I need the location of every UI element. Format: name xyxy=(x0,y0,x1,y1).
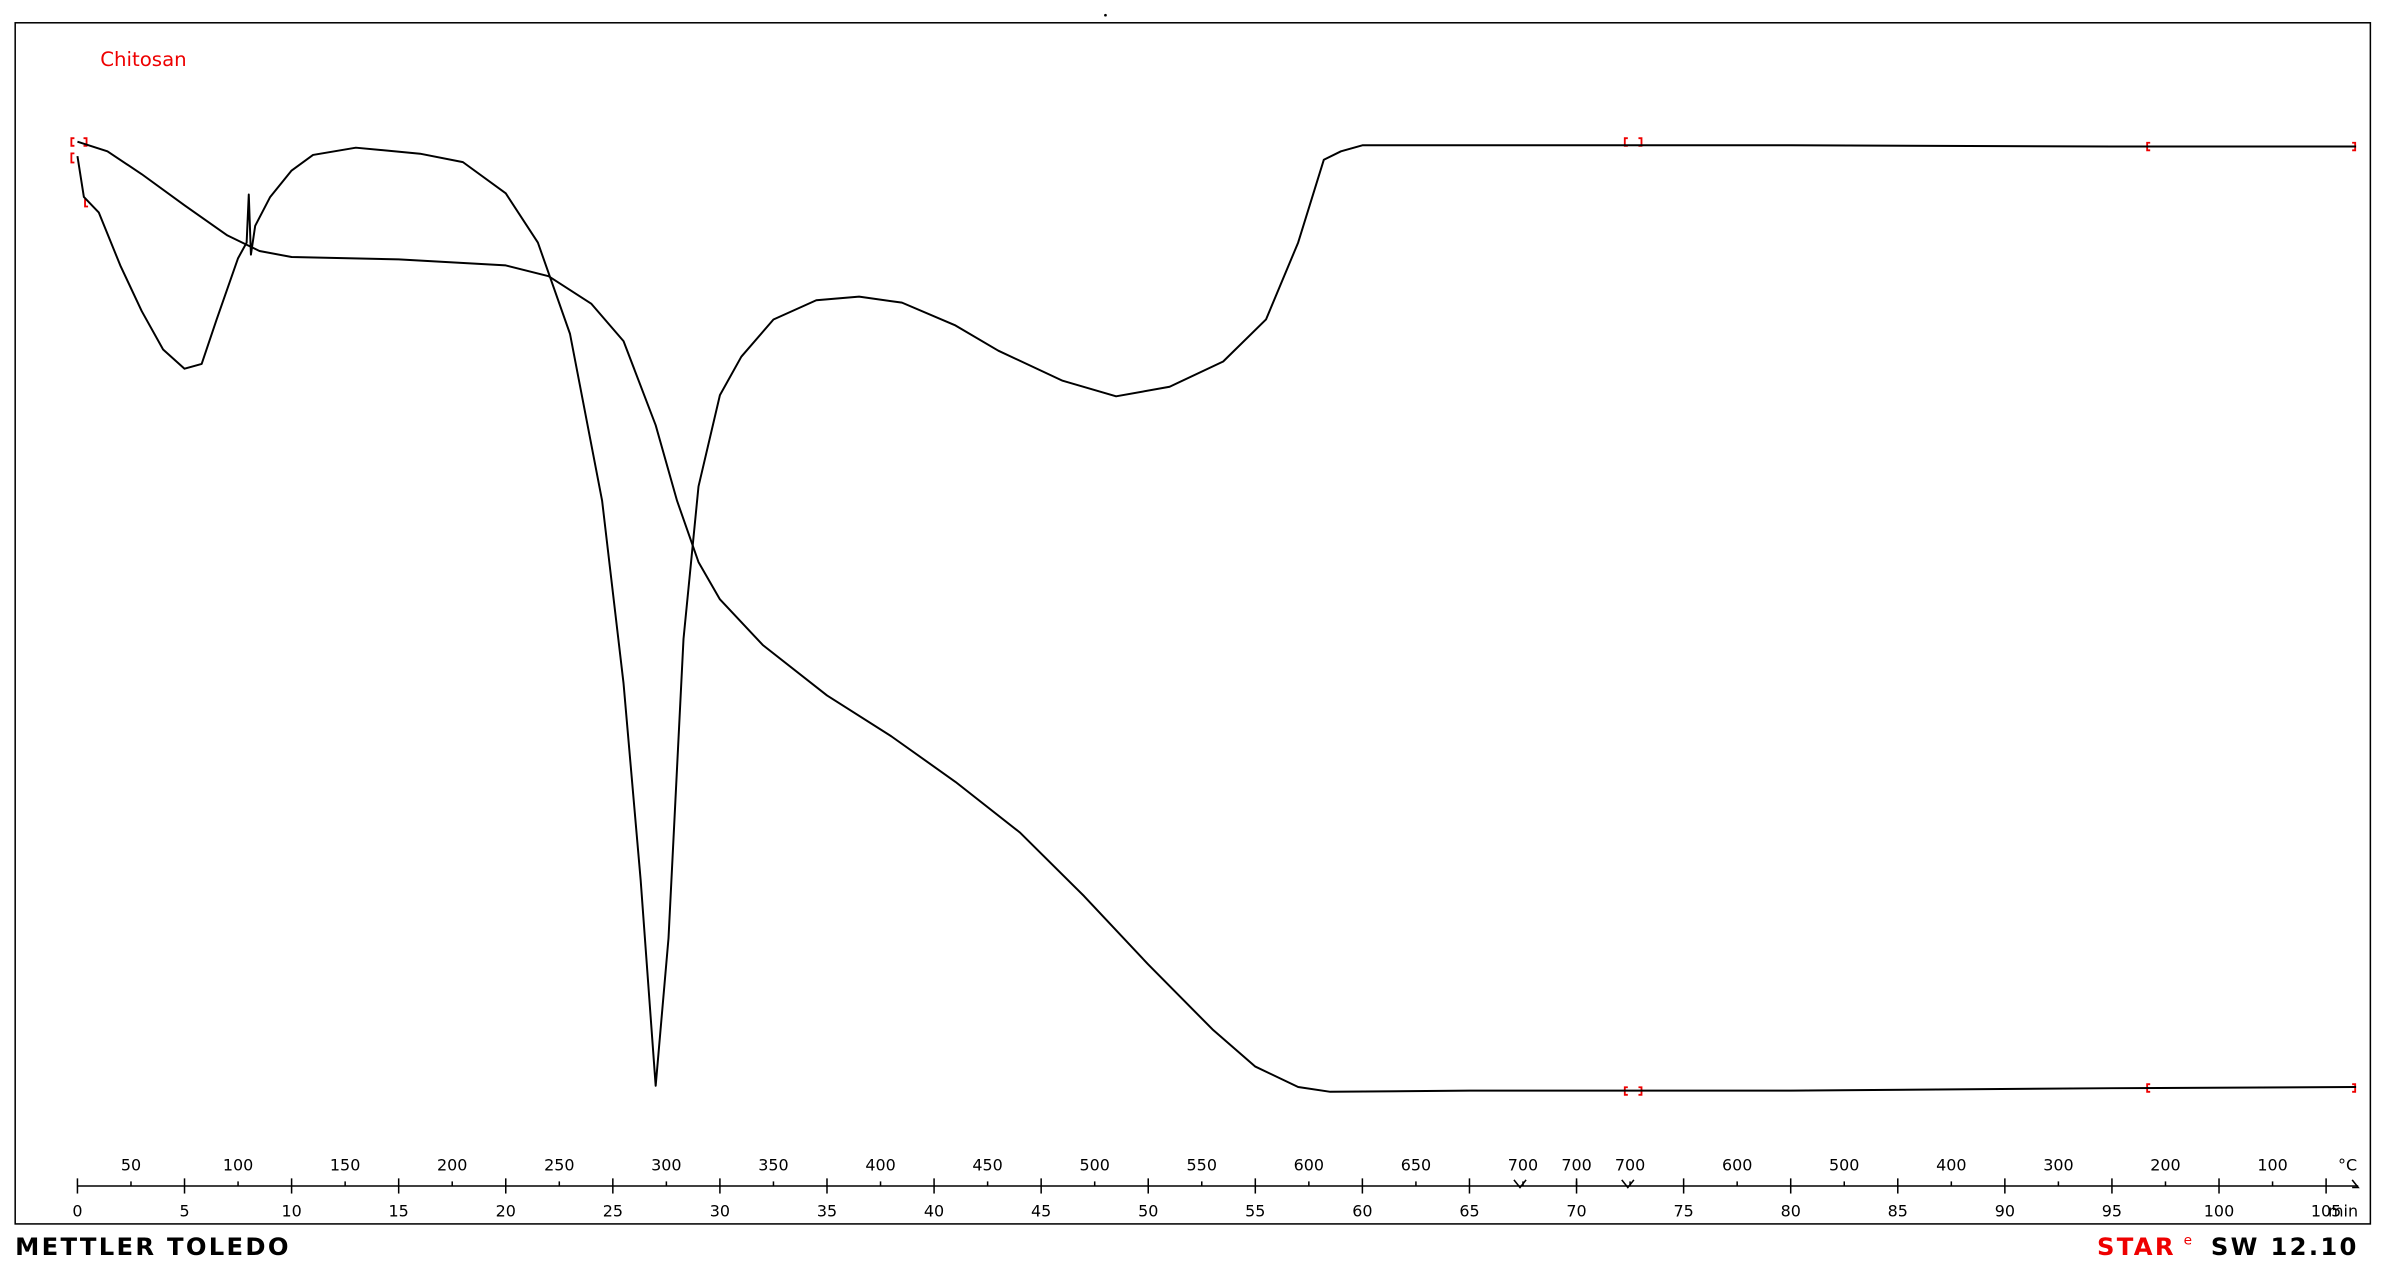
temperature-label: 250 xyxy=(544,1156,574,1175)
x-tick-label: 65 xyxy=(1459,1201,1479,1220)
software-mark: e xyxy=(2184,1233,2192,1249)
temperature-label: 200 xyxy=(437,1156,467,1175)
x-tick-label: 15 xyxy=(389,1201,409,1220)
temperature-label: 700 xyxy=(1508,1156,1538,1175)
temperature-label: 300 xyxy=(2043,1156,2073,1175)
x-axis-label: min xyxy=(2328,1201,2358,1220)
temperature-label: 700 xyxy=(1561,1156,1591,1175)
x-tick-label: 50 xyxy=(1138,1201,1158,1220)
temperature-label: 600 xyxy=(1294,1156,1324,1175)
segment-arrows xyxy=(1513,1179,2360,1189)
x-tick-label: 10 xyxy=(281,1201,301,1220)
x-tick-label: 55 xyxy=(1245,1201,1265,1220)
software-name: STAR xyxy=(2097,1232,2176,1261)
x-tick-label: 100 xyxy=(2204,1201,2234,1220)
x-tick-label: 80 xyxy=(1781,1201,1801,1220)
x-tick-label: 20 xyxy=(496,1201,516,1220)
x-tick-label: 45 xyxy=(1031,1201,1051,1220)
x-tick-label: 105 xyxy=(2311,1201,2341,1220)
x-tick-label: 25 xyxy=(603,1201,623,1220)
curve xyxy=(77,140,2357,1093)
temperature-label: 550 xyxy=(1187,1156,1217,1175)
temperature-label: 50 xyxy=(121,1156,141,1175)
temperature-label: 500 xyxy=(1079,1156,1109,1175)
temperature-label: 500 xyxy=(1829,1156,1859,1175)
x-tick-label: 60 xyxy=(1352,1201,1372,1220)
temperature-label: 100 xyxy=(2257,1156,2287,1175)
temperature-label: 450 xyxy=(972,1156,1002,1175)
temperature-unit: °C xyxy=(2338,1156,2357,1175)
temperature-label: 100 xyxy=(223,1156,253,1175)
brand: METTLER TOLEDO xyxy=(15,1232,291,1261)
plot-frame xyxy=(14,22,2372,1225)
x-tick-label: 95 xyxy=(2102,1201,2122,1220)
temperature-label: 700 xyxy=(1615,1156,1645,1175)
dot xyxy=(1104,13,1107,17)
temperature-label: 350 xyxy=(758,1156,788,1175)
x-tick-label: 70 xyxy=(1566,1201,1586,1220)
sample-label: Chitosan xyxy=(100,48,186,71)
curve xyxy=(76,144,2357,1087)
software-version: SW 12.10 xyxy=(2211,1232,2359,1261)
temperature-label: 200 xyxy=(2150,1156,2180,1175)
x-tick-label: 35 xyxy=(817,1201,837,1220)
x-tick-label: 90 xyxy=(1995,1201,2015,1220)
temperature-label: 600 xyxy=(1722,1156,1752,1175)
x-tick-label: 5 xyxy=(179,1201,189,1220)
x-tick-label: 40 xyxy=(924,1201,944,1220)
temperature-label: 650 xyxy=(1401,1156,1431,1175)
eval-markers xyxy=(70,137,2357,1096)
temperature-label: 150 xyxy=(330,1156,360,1175)
x-tick-label: 75 xyxy=(1673,1201,1693,1220)
temperature-label: 400 xyxy=(1936,1156,1966,1175)
x-tick-label: 0 xyxy=(72,1201,82,1220)
x-tick-label: 85 xyxy=(1888,1201,1908,1220)
x-tick-label: 30 xyxy=(710,1201,730,1220)
temperature-label: 300 xyxy=(651,1156,681,1175)
temperature-label: 400 xyxy=(865,1156,895,1175)
